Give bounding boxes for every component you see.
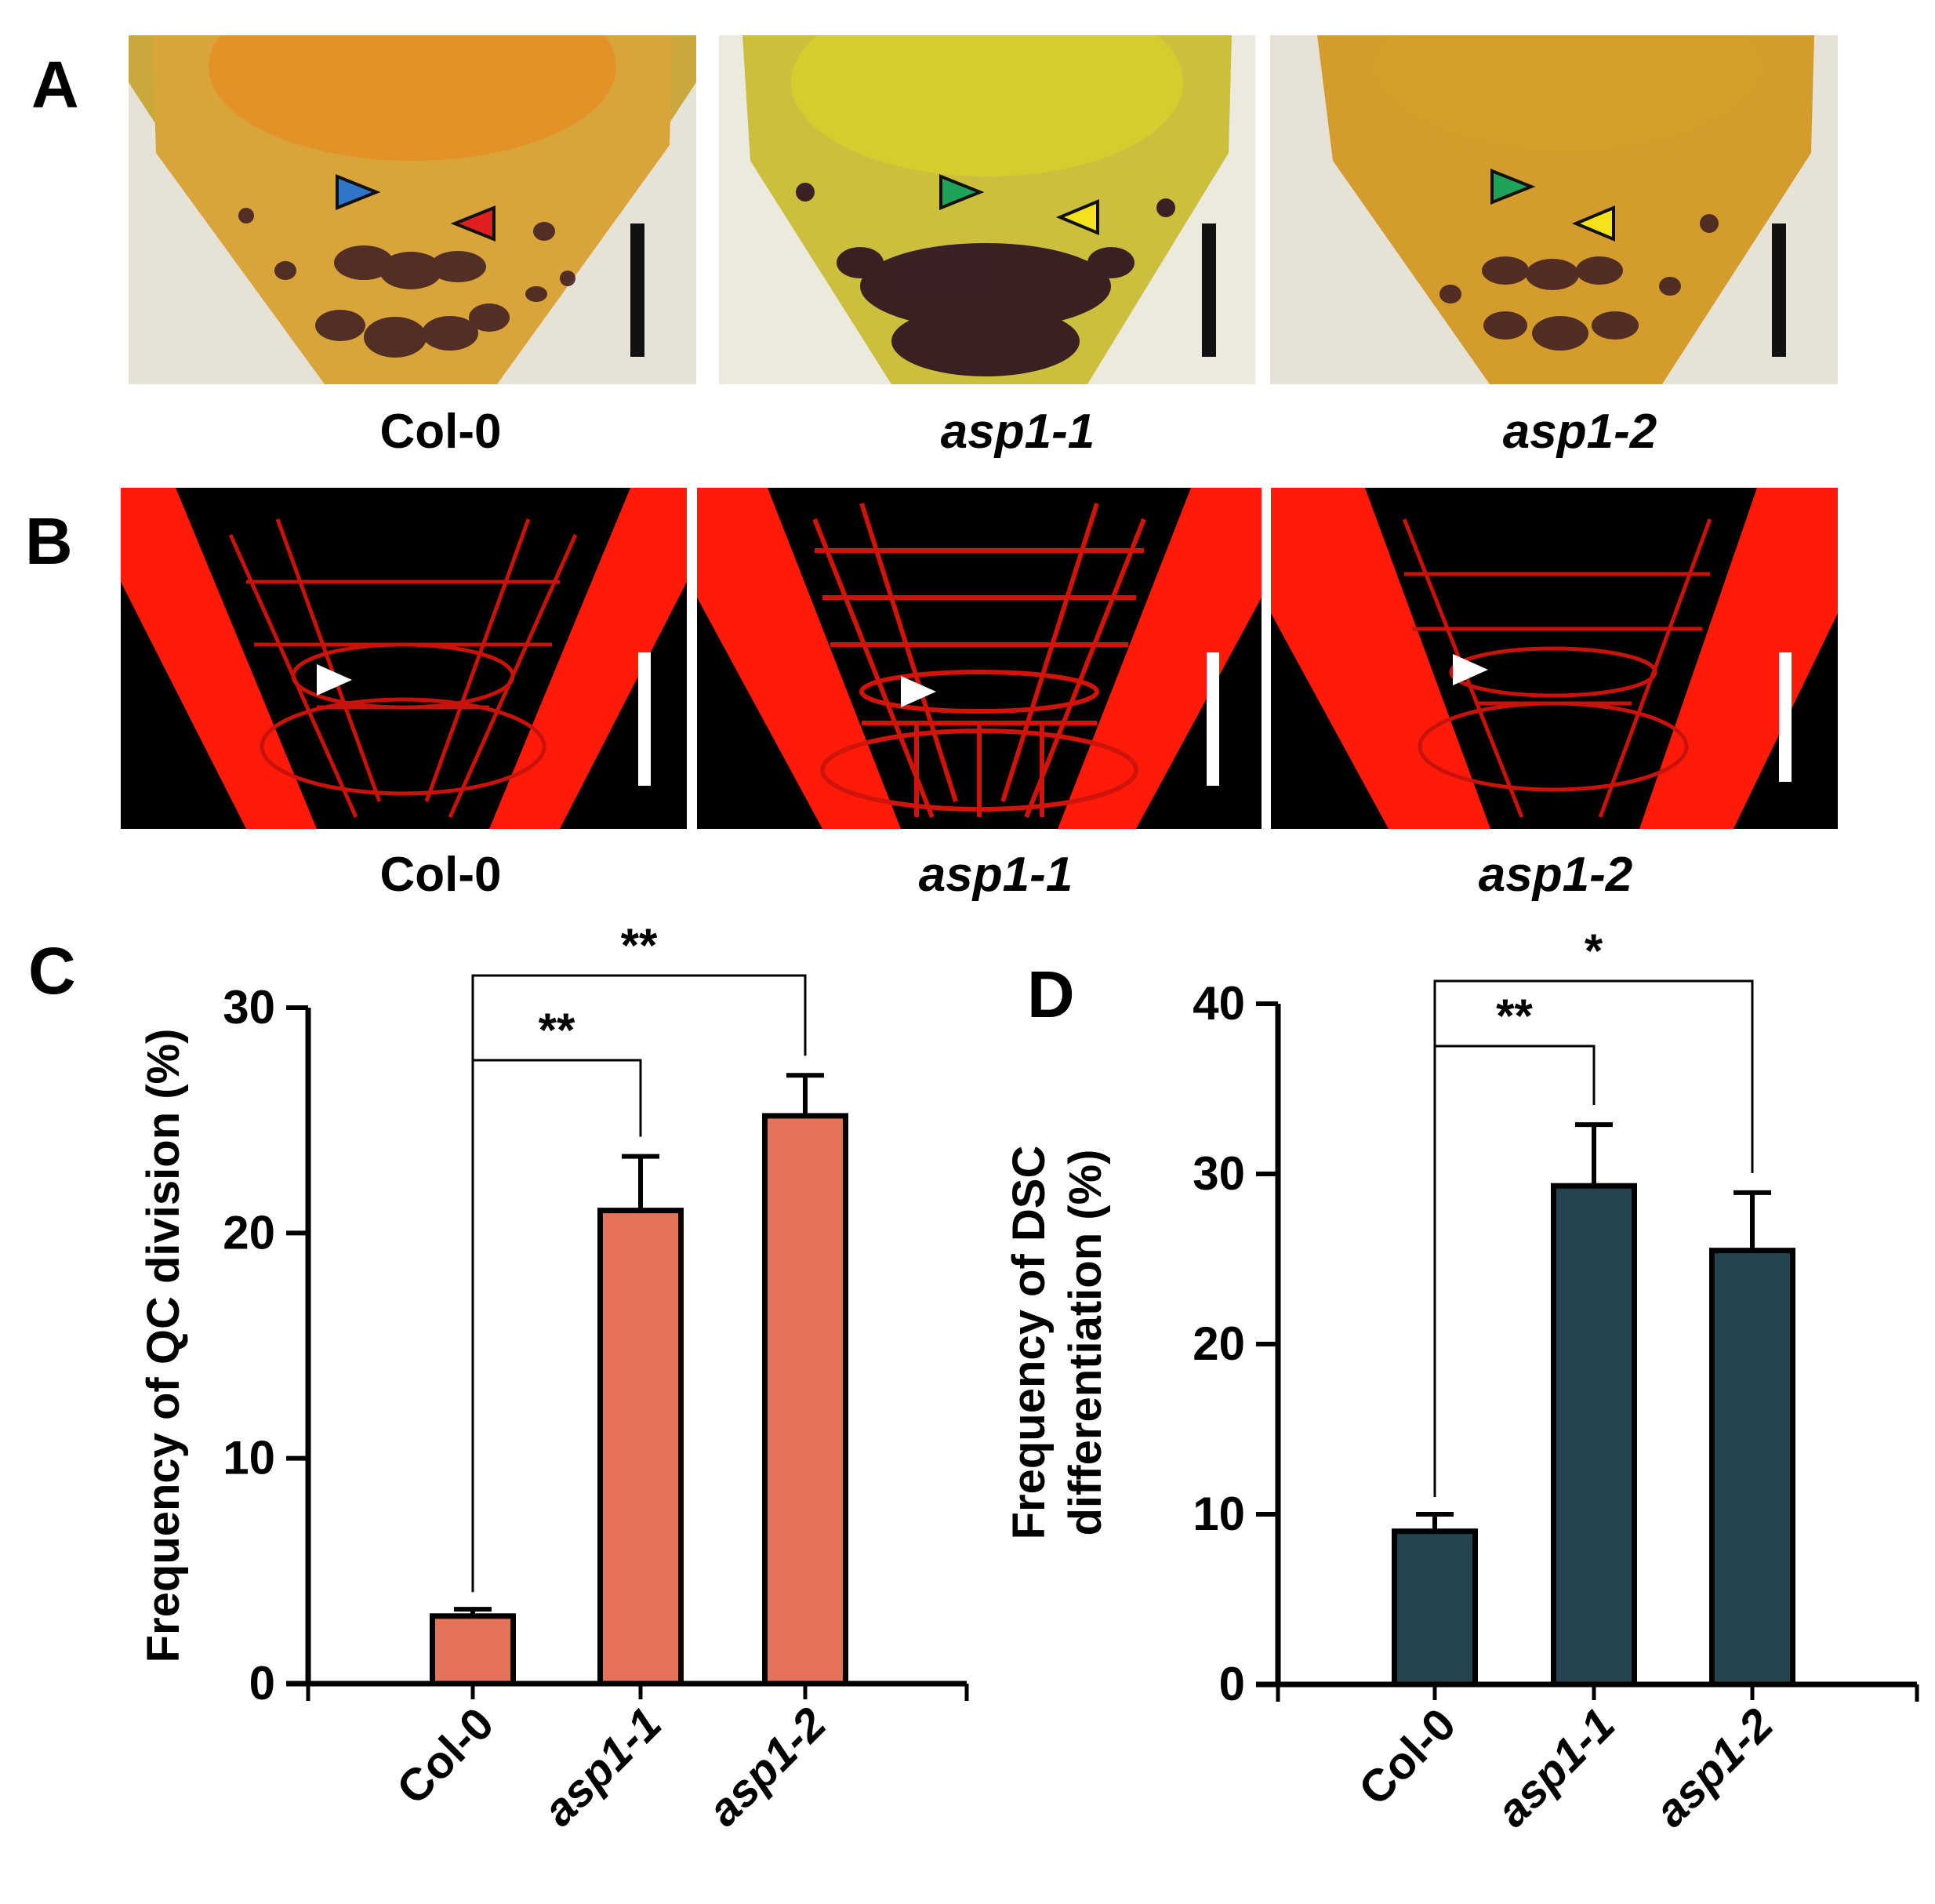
- micrograph-b-col0: [121, 488, 687, 829]
- y-tick-label: 30: [223, 981, 275, 1034]
- y-tick-label: 30: [1193, 1147, 1245, 1200]
- bar-asp1-2: [1709, 1248, 1795, 1688]
- y-axis-label: Frequency of QC division (%): [138, 1029, 189, 1663]
- micrograph-a-asp1-1: [719, 35, 1255, 384]
- micrograph-b-asp1-1: [697, 488, 1262, 829]
- significance-bracket: [471, 974, 807, 1593]
- micrograph-a-col0: [129, 35, 696, 384]
- caption-a-asp1-1: asp1-1: [940, 405, 1095, 459]
- caption-a-asp1-2: asp1-2: [1502, 405, 1657, 459]
- panel-letter-b: B: [25, 504, 73, 578]
- bar-asp1-1: [1551, 1183, 1637, 1688]
- panel-letter-c: C: [28, 934, 76, 1008]
- x-tick-label-col-0: Col-0: [1349, 1699, 1465, 1815]
- bar-col-0: [1392, 1528, 1478, 1688]
- y-tick-label: 10: [223, 1432, 275, 1484]
- bar-asp1-1: [597, 1208, 684, 1687]
- bar-asp1-2: [762, 1113, 848, 1687]
- panel-letter-a: A: [31, 48, 79, 122]
- caption-a-col0: Col-0: [379, 405, 502, 459]
- y-tick-label: 40: [1193, 977, 1245, 1030]
- panel-letter-d: D: [1027, 957, 1075, 1031]
- x-tick-label-asp1-2: asp1-2: [1645, 1699, 1783, 1837]
- y-axis-label: Frequency of DSC: [1004, 1146, 1055, 1540]
- significance-label: *: [1585, 925, 1603, 977]
- y-tick-label: 0: [1219, 1658, 1245, 1710]
- x-tick-label-asp1-1: asp1-1: [1487, 1699, 1625, 1837]
- significance-label: **: [1496, 990, 1533, 1042]
- y-tick-label: 20: [223, 1206, 275, 1259]
- significance-bracket: [1433, 979, 1754, 1497]
- caption-b-asp1-2: asp1-2: [1478, 848, 1633, 902]
- micrograph-a-asp1-2: [1270, 35, 1838, 384]
- y-tick-label: 0: [249, 1657, 275, 1710]
- micrograph-b-asp1-2: [1271, 488, 1838, 829]
- y-tick-label: 20: [1193, 1317, 1245, 1370]
- significance-label: **: [621, 919, 658, 972]
- y-tick-label: 10: [1193, 1488, 1245, 1540]
- caption-b-col0: Col-0: [379, 848, 502, 902]
- caption-b-asp1-1: asp1-1: [918, 848, 1073, 902]
- y-axis-label: differentiation (%): [1060, 1150, 1111, 1536]
- significance-label: **: [539, 1004, 575, 1056]
